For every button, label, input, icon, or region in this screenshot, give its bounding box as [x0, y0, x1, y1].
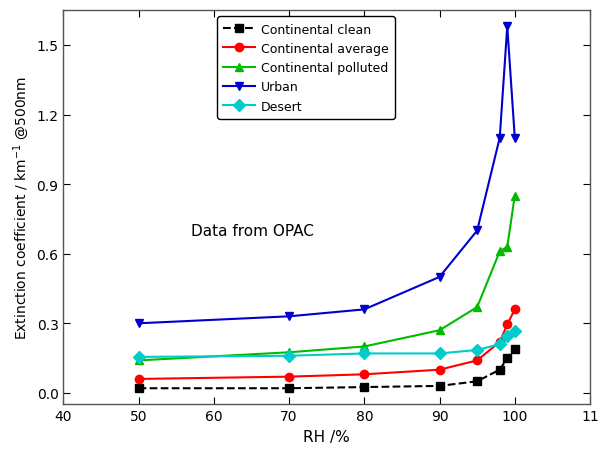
- Continental average: [504, 322, 511, 328]
- Text: Data from OPAC: Data from OPAC: [192, 224, 314, 238]
- Continental polluted: [285, 350, 293, 355]
- Urban: [361, 307, 368, 313]
- Continental polluted: [436, 328, 443, 333]
- Continental clean: [436, 383, 443, 389]
- Line: Continental average: Continental average: [134, 305, 519, 383]
- Continental polluted: [361, 344, 368, 349]
- Continental average: [285, 374, 293, 379]
- Continental average: [361, 372, 368, 377]
- Continental average: [496, 339, 503, 345]
- Continental clean: [285, 386, 293, 391]
- Continental polluted: [135, 358, 142, 364]
- Continental average: [473, 358, 481, 364]
- Desert: [496, 342, 503, 347]
- Continental polluted: [473, 305, 481, 310]
- Desert: [511, 329, 518, 334]
- Urban: [285, 314, 293, 319]
- Line: Continental polluted: Continental polluted: [134, 192, 519, 365]
- Desert: [285, 353, 293, 359]
- Desert: [436, 351, 443, 356]
- Continental clean: [361, 384, 368, 390]
- Continental polluted: [504, 244, 511, 250]
- Continental clean: [511, 346, 518, 352]
- Continental clean: [504, 355, 511, 361]
- Continental clean: [473, 379, 481, 384]
- Urban: [135, 321, 142, 326]
- Desert: [504, 334, 511, 339]
- Y-axis label: Extinction coefficient / km$^{-1}$ @500nm: Extinction coefficient / km$^{-1}$ @500n…: [11, 76, 31, 339]
- Desert: [135, 354, 142, 360]
- Continental polluted: [511, 193, 518, 199]
- Urban: [473, 228, 481, 234]
- Continental clean: [496, 367, 503, 373]
- Line: Continental clean: Continental clean: [134, 345, 519, 393]
- Desert: [361, 351, 368, 356]
- X-axis label: RH /%: RH /%: [303, 429, 350, 444]
- Continental average: [436, 367, 443, 373]
- Legend: Continental clean, Continental average, Continental polluted, Urban, Desert: Continental clean, Continental average, …: [217, 17, 395, 120]
- Continental average: [511, 307, 518, 313]
- Desert: [473, 348, 481, 353]
- Line: Urban: Urban: [134, 23, 519, 328]
- Urban: [504, 25, 511, 30]
- Line: Desert: Desert: [134, 328, 519, 361]
- Urban: [496, 136, 503, 141]
- Urban: [511, 136, 518, 141]
- Urban: [436, 274, 443, 280]
- Continental clean: [135, 386, 142, 391]
- Continental average: [135, 376, 142, 382]
- Continental polluted: [496, 249, 503, 254]
